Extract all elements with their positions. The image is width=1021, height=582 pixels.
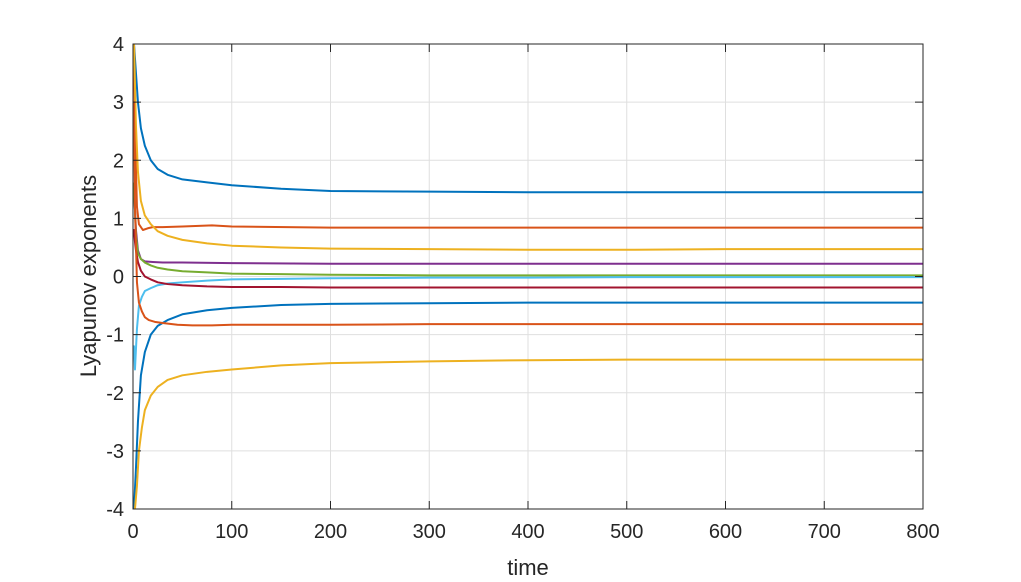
series-line-5 — [133, 182, 923, 277]
y-tick-label: -2 — [106, 383, 124, 405]
y-tick-label: 0 — [113, 267, 124, 289]
x-tick-label: 700 — [808, 521, 841, 543]
x-tick-label: 300 — [413, 521, 446, 543]
y-tick-label: 3 — [113, 92, 124, 114]
series-line-3 — [133, 44, 923, 251]
x-tick-label: 800 — [906, 521, 939, 543]
y-tick-label: -4 — [106, 499, 124, 521]
x-tick-label: 200 — [314, 521, 347, 543]
x-tick-label: 0 — [127, 521, 138, 543]
y-tick-label: 2 — [113, 150, 124, 172]
y-tick-label: -1 — [106, 325, 124, 347]
y-tick-label: 4 — [113, 34, 124, 56]
series-line-2 — [133, 44, 923, 231]
series-line-9 — [133, 101, 923, 327]
series-line-1 — [133, 44, 923, 194]
series-line-10 — [133, 358, 923, 509]
series-group — [133, 44, 923, 509]
x-axis-label: time — [507, 555, 549, 580]
x-tick-label: 500 — [610, 521, 643, 543]
y-tick-label: 1 — [113, 208, 124, 230]
x-tick-label: 400 — [511, 521, 544, 543]
ticks: 0 100 200 300 400 500 600 700 800 -4 -3 -2 -1 0 1 2 3 4 — [106, 34, 939, 543]
series-line-8 — [133, 301, 923, 509]
x-tick-label: 100 — [215, 521, 248, 543]
y-tick-label: -3 — [106, 441, 124, 463]
y-axis-label: Lyapunov exponents — [76, 175, 101, 377]
x-tick-label: 600 — [709, 521, 742, 543]
series-line-7 — [133, 229, 923, 289]
